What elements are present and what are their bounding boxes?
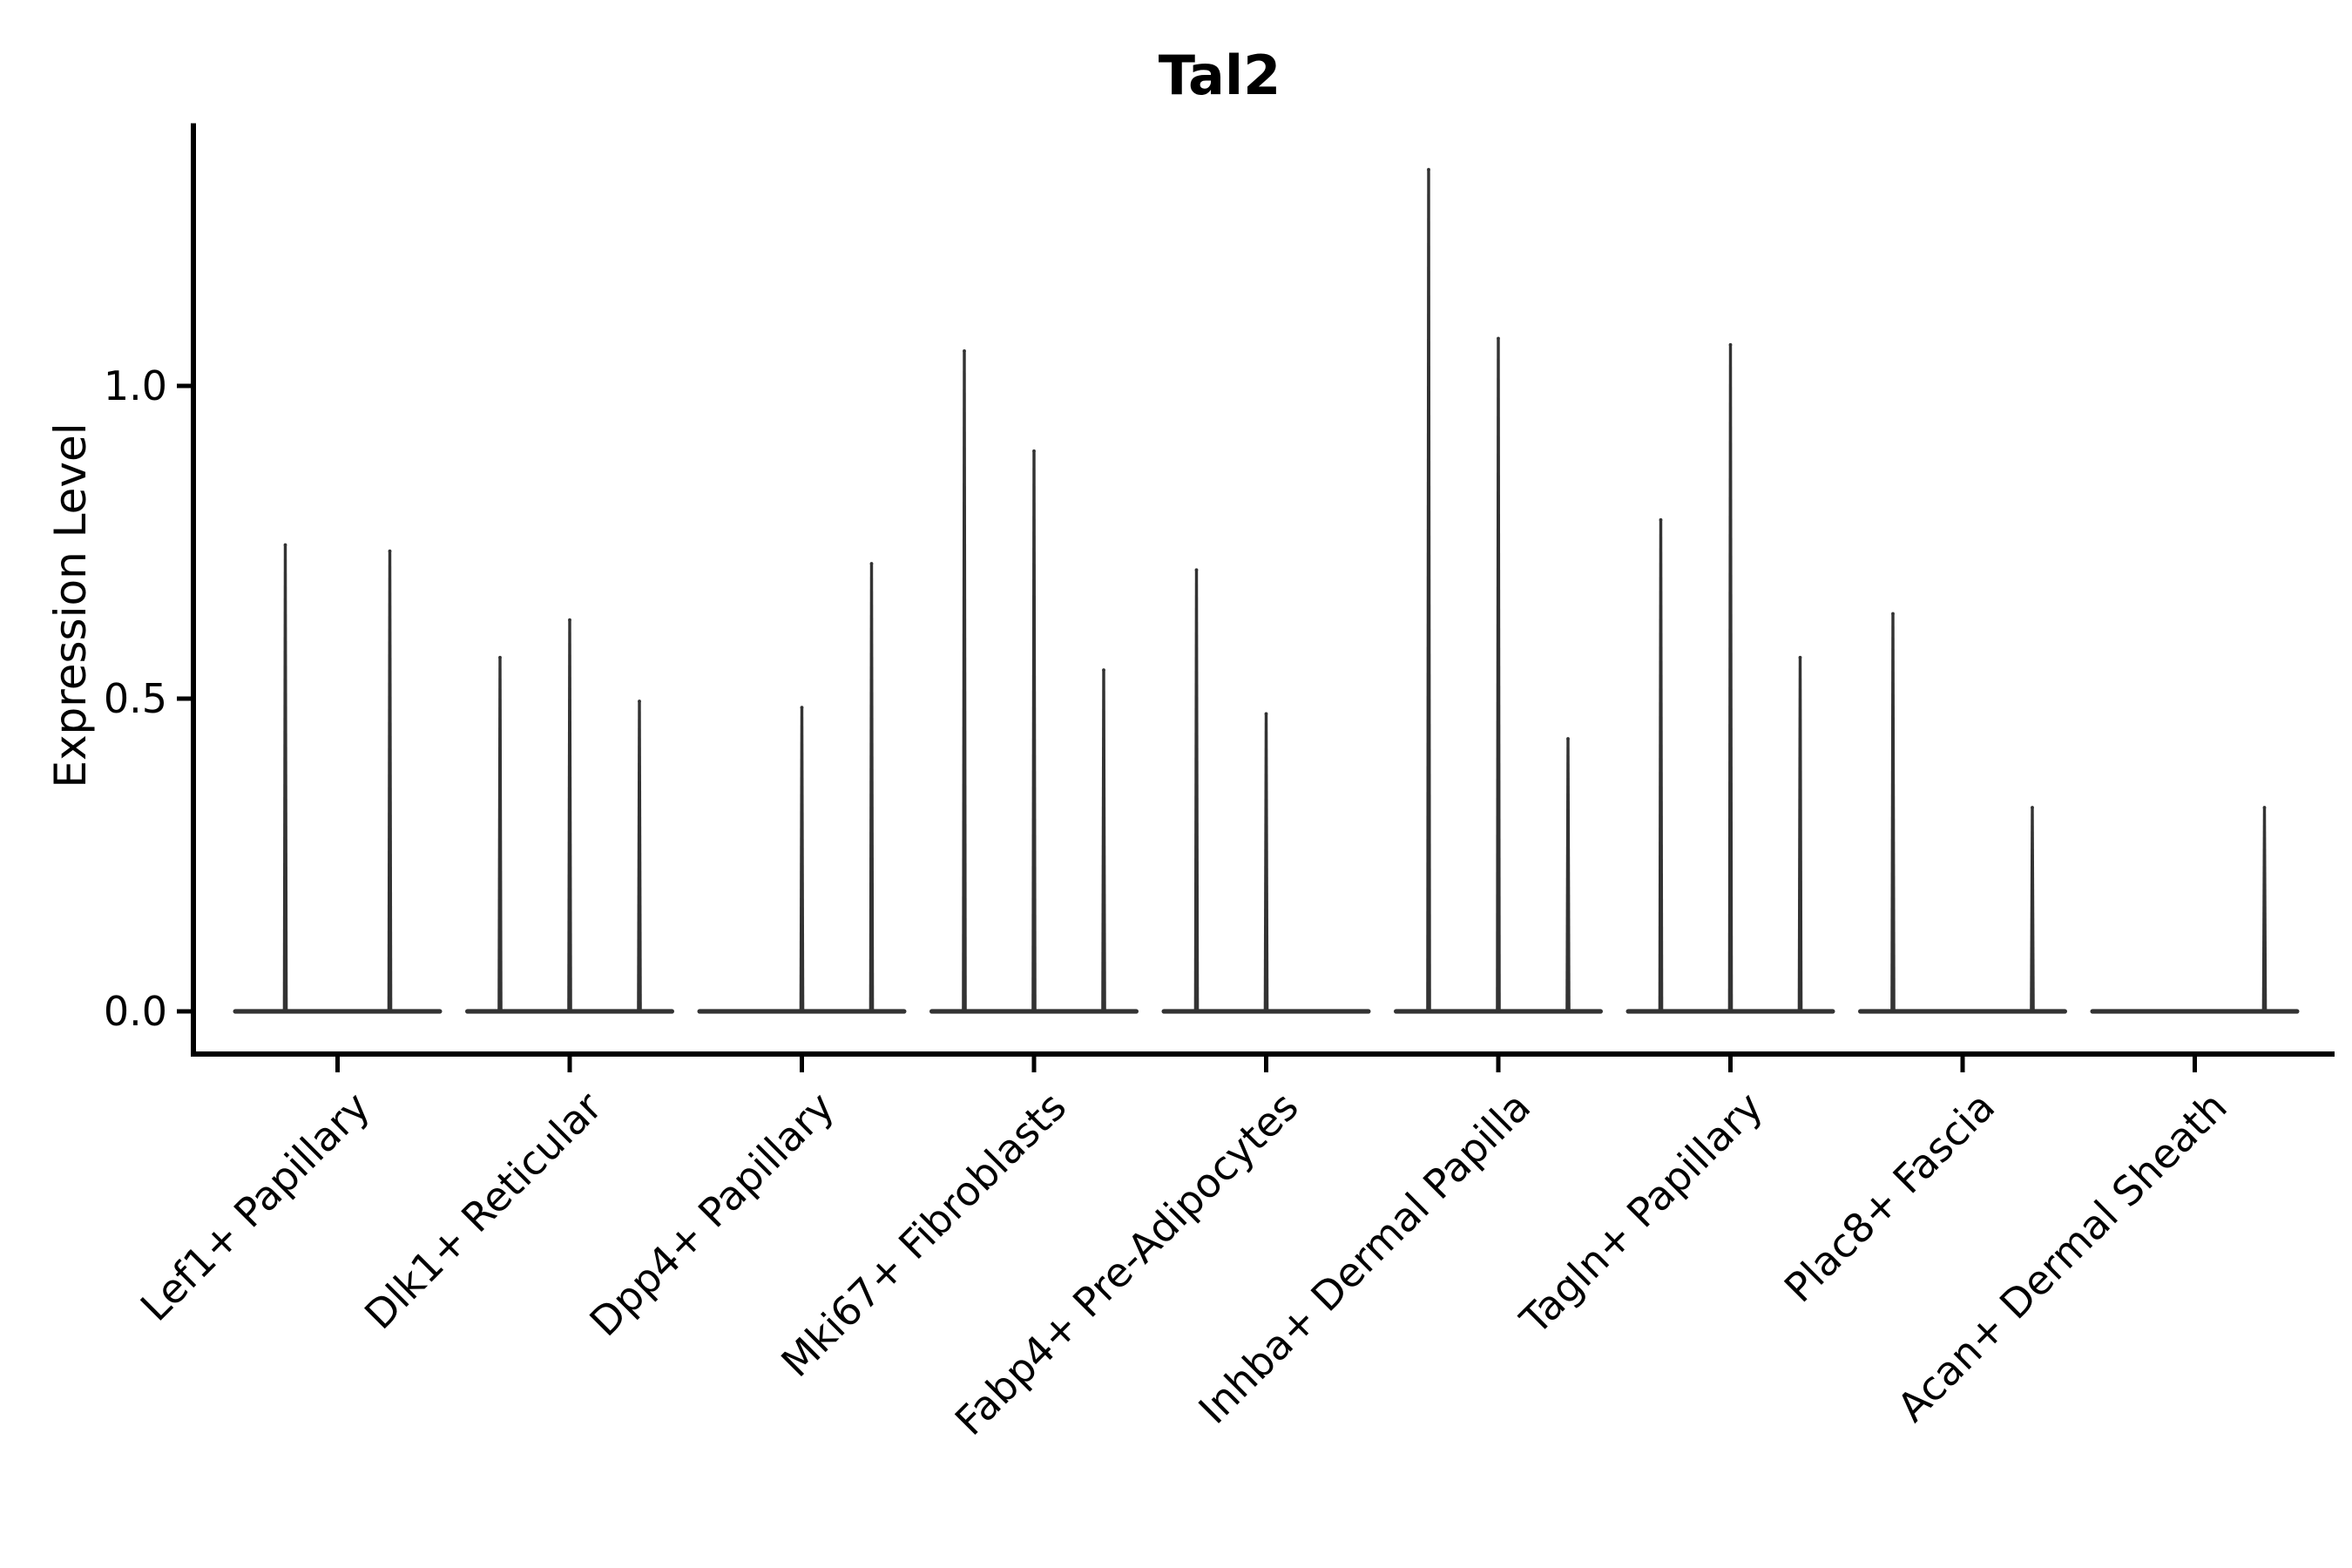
violin-spike	[567, 619, 572, 1011]
violin-spike-tip	[498, 655, 502, 659]
violin-spike-tip	[963, 349, 966, 353]
violin-spike-tip	[2262, 806, 2267, 809]
violin-spike-tip	[388, 549, 392, 553]
violin-spike	[637, 701, 642, 1011]
y-tick-label: 1.0	[104, 362, 167, 409]
violin-base	[1858, 1009, 2067, 1014]
violin-spike-tip	[1728, 342, 1733, 347]
violin-spike	[799, 707, 805, 1011]
violin-spike	[1658, 519, 1664, 1011]
violin-spike-tip	[1798, 655, 1802, 659]
violin-spike	[1727, 344, 1734, 1011]
violin-base	[2090, 1009, 2300, 1014]
page-title: Tal2	[1159, 44, 1281, 107]
violin-spike-tip	[1102, 668, 1105, 672]
x-tick-label: Lef1+ Papillary	[132, 1083, 379, 1330]
violin-spike	[2261, 808, 2268, 1011]
axes-layer: 0.0 0.5 1.0	[104, 123, 2335, 1072]
y-tick-label: 0.0	[104, 988, 167, 1035]
x-tick-label: Dpp4+ Papillary	[581, 1083, 843, 1345]
violin-spike-tip	[1264, 712, 1268, 716]
violin-spike-tip	[1427, 167, 1430, 172]
violin-spike-tip	[638, 700, 641, 703]
violin-spike	[497, 657, 503, 1011]
violin-spike-tip	[800, 706, 804, 710]
violin-spike-tip	[869, 562, 874, 565]
violin-spike	[1193, 570, 1200, 1011]
violin-spike	[962, 350, 967, 1011]
x-tick-label: Dlk1+ Reticular	[355, 1083, 611, 1338]
violin-spike	[1263, 713, 1269, 1011]
violin-spike-tip	[2031, 806, 2034, 809]
y-axis-label: Expression Level	[45, 422, 96, 787]
violin-spike	[282, 544, 288, 1011]
violins-layer	[233, 167, 2300, 1014]
violin-spike-tip	[1032, 449, 1036, 453]
violin-spike	[387, 551, 393, 1011]
violin-spike	[1426, 169, 1431, 1011]
violin-spike	[1890, 613, 1896, 1011]
violin-spike-tip	[568, 618, 571, 622]
violin-spike	[1797, 657, 1803, 1011]
violin-spike	[868, 564, 875, 1011]
violin-spike	[1496, 338, 1501, 1011]
violin-spike	[1031, 450, 1037, 1011]
violin-spike-tip	[1891, 612, 1895, 616]
violin-spike-tip	[1497, 336, 1500, 341]
violin-spike	[2030, 808, 2035, 1011]
violin-spike-tip	[283, 543, 287, 547]
violin-spike-tip	[1659, 517, 1663, 522]
violin-spike-tip	[1566, 737, 1570, 740]
violin-spike	[1101, 670, 1106, 1011]
x-tick-label: Plac8+ Fascia	[1775, 1083, 2004, 1311]
y-tick-label: 0.5	[104, 675, 167, 722]
violin-spike	[1565, 739, 1571, 1011]
x-tick-label: Tagln+ Papillary	[1511, 1083, 1772, 1344]
violin-base	[233, 1009, 443, 1014]
violin-spike-tip	[1194, 568, 1199, 572]
